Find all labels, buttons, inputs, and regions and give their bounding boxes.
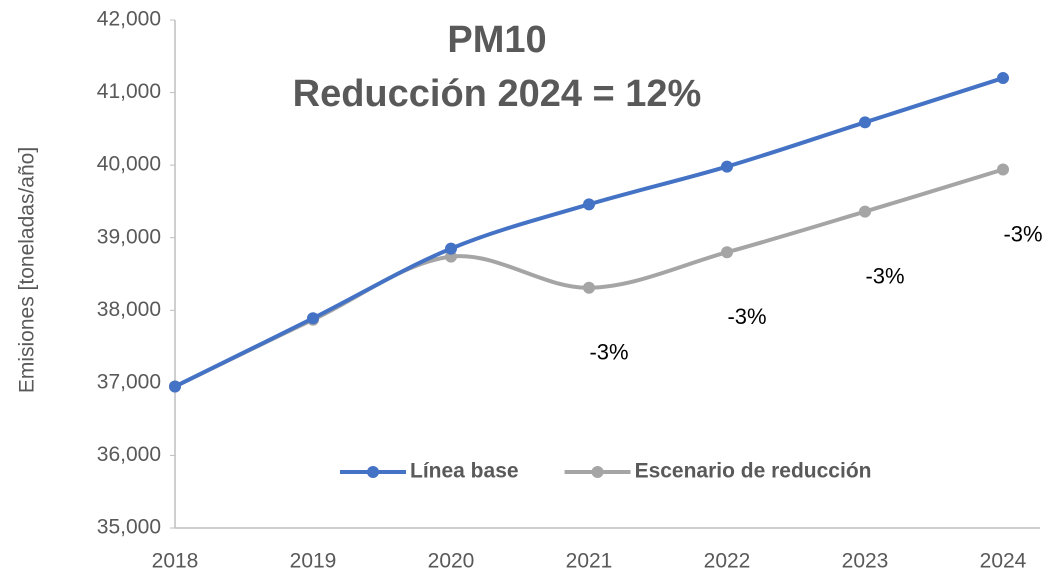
legend-marker [367,466,379,478]
y-tick-label: 39,000 [97,225,161,248]
y-tick-label: 37,000 [97,370,161,393]
legend-label: Escenario de reducción [635,460,872,483]
data-point [997,163,1009,176]
x-tick-label: 2022 [704,550,751,573]
data-point [307,312,319,325]
data-point [721,246,733,259]
data-point [169,380,181,393]
data-point [583,198,595,211]
data-point [583,281,595,294]
annotation: -3% [727,304,766,329]
annotation: -3% [1003,221,1042,246]
chart-title: Reducción 2024 = 12% [293,73,702,115]
data-point [859,205,871,218]
legend-marker [591,466,604,478]
x-tick-label: 2023 [842,550,889,573]
y-tick-label: 35,000 [97,516,161,539]
annotation: -3% [589,340,628,365]
data-point [721,160,733,173]
y-tick-label: 42,000 [97,8,161,31]
x-tick-label: 2024 [980,550,1027,573]
y-tick-label: 40,000 [97,153,161,176]
annotation: -3% [865,263,904,288]
data-point [997,72,1009,85]
legend-label: Línea base [410,460,519,483]
x-tick-label: 2019 [290,550,337,573]
data-point [859,116,871,129]
y-tick-label: 38,000 [97,298,161,321]
data-point [445,242,457,255]
x-tick-label: 2020 [428,550,475,573]
x-tick-label: 2018 [152,550,199,573]
y-tick-label: 36,000 [97,443,161,466]
y-tick-label: 41,000 [97,80,161,103]
chart-title: PM10 [447,19,546,61]
y-axis-label: Emisiones [toneladas/año] [16,147,39,393]
x-tick-label: 2021 [566,550,613,573]
